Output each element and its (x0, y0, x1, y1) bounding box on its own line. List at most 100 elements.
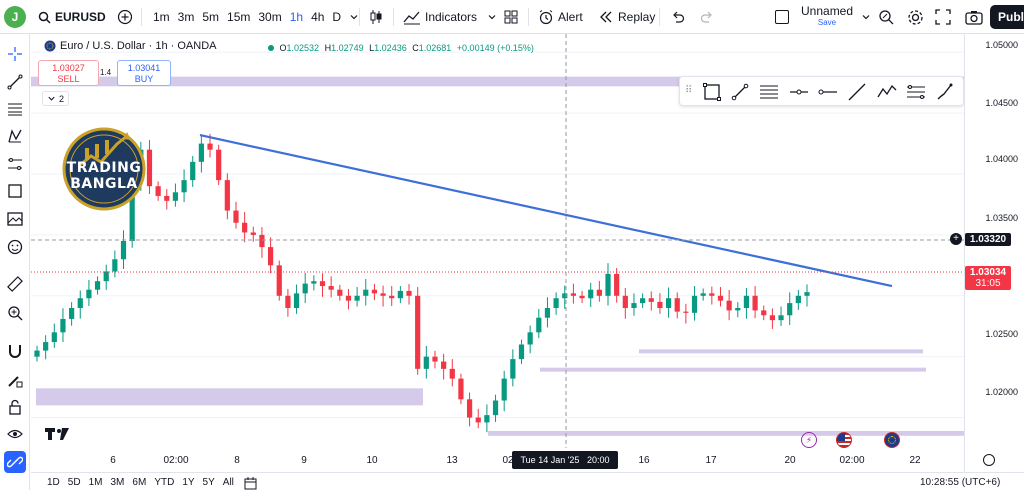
price-zone[interactable] (488, 430, 964, 436)
range-ytd[interactable]: YTD (154, 477, 175, 488)
visibility-tool[interactable] (4, 423, 26, 445)
horizontal-ray-icon[interactable] (789, 82, 809, 102)
layouts-button[interactable] (503, 0, 519, 34)
add-alert-icon[interactable]: + (950, 233, 962, 245)
price-zone[interactable] (540, 367, 926, 372)
fib-tool[interactable] (4, 98, 26, 120)
indicators-button[interactable]: Indicators (403, 0, 497, 34)
range-5d[interactable]: 5D (67, 477, 81, 488)
chevron-down-icon[interactable] (349, 12, 359, 22)
trend-line[interactable] (199, 133, 893, 288)
candle (449, 359, 455, 387)
candle-body (216, 149, 222, 181)
replay-button[interactable]: Replay (598, 0, 655, 34)
path-icon[interactable] (877, 82, 897, 102)
symbol-search[interactable]: EURUSD (38, 0, 106, 34)
clock-timezone[interactable]: 10:28:55 (UTC+6) (920, 477, 1001, 488)
price-zone[interactable] (31, 76, 964, 87)
candle (302, 272, 308, 304)
buy-button[interactable]: 1.03041 BUY (117, 60, 171, 86)
candle-body (570, 293, 577, 296)
brush-icon[interactable] (935, 82, 955, 102)
price-zone[interactable] (36, 388, 423, 406)
range-1d[interactable]: 1D (47, 477, 60, 488)
drag-handle-icon[interactable]: ⠿ (685, 85, 692, 96)
calendar-icon[interactable] (244, 477, 257, 490)
timeframe-4h[interactable]: 4h (311, 10, 325, 24)
candle (475, 408, 481, 429)
range-all[interactable]: All (222, 477, 234, 488)
smiley-icon (7, 239, 23, 255)
timeframe-3m[interactable]: 3m (177, 10, 195, 24)
candle-body (605, 273, 611, 296)
trend-line-tool[interactable] (4, 71, 26, 93)
timeframe-d[interactable]: D (332, 10, 342, 24)
candle-body (769, 315, 775, 321)
pattern-tool[interactable] (4, 125, 26, 147)
fullscreen-button[interactable] (935, 0, 951, 34)
shapes-tool[interactable] (4, 180, 26, 202)
zoom-tool[interactable] (4, 302, 26, 324)
time-axis[interactable]: 6 02:00 8 9 10 13 02 16 17 20 02:00 22 T… (31, 448, 964, 472)
fib-tool-icon[interactable] (759, 82, 779, 102)
alert-button[interactable]: Alert (538, 0, 583, 34)
axis-settings-icon[interactable] (983, 454, 995, 466)
ray-icon[interactable] (847, 82, 867, 102)
candle-body (293, 293, 300, 308)
candle (155, 181, 161, 201)
price-axis[interactable]: 1.05000 1.04500 1.04000 1.03500 1.03000 … (964, 34, 1024, 472)
trend-line-tool-icon[interactable] (730, 82, 750, 102)
undo-button[interactable] (671, 0, 685, 34)
range-1m[interactable]: 1M (88, 477, 103, 488)
quick-search-button[interactable] (878, 0, 895, 34)
timeframe-15m[interactable]: 15m (227, 10, 251, 24)
range-6m[interactable]: 6M (132, 477, 147, 488)
price-zone[interactable] (639, 349, 923, 354)
projection-tool[interactable] (4, 153, 26, 175)
crosshair-tool[interactable] (4, 43, 26, 65)
lock-tool[interactable] (4, 396, 26, 418)
ruler-tool[interactable] (4, 273, 26, 295)
parallel-channel-icon[interactable] (906, 82, 926, 102)
candle-body (717, 295, 724, 301)
publish-button[interactable]: Publ (990, 0, 1024, 34)
fullscreen-icon (935, 9, 951, 25)
user-avatar[interactable]: J (4, 6, 26, 28)
layout-save-button[interactable]: Unnamed Save (775, 0, 871, 34)
candle-body (112, 259, 118, 272)
candle-body (164, 195, 170, 201)
emoji-tool[interactable] (4, 236, 26, 258)
compare-symbol-button[interactable] (117, 0, 133, 34)
eu-flag-event-icon[interactable] (884, 432, 900, 448)
candle (536, 308, 542, 339)
image-tool[interactable] (4, 208, 26, 230)
candle (285, 288, 291, 317)
chart-type-button[interactable] (368, 0, 384, 34)
rectangle-tool-icon[interactable] (702, 82, 722, 102)
candle (518, 339, 525, 364)
range-1y[interactable]: 1Y (182, 477, 195, 488)
chart-pane[interactable]: TRADING BANGLA ⚡ (31, 34, 964, 472)
settings-button[interactable] (907, 0, 924, 34)
range-3m[interactable]: 3M (110, 477, 125, 488)
indicators-toggle[interactable]: 2 (42, 91, 70, 106)
candle (640, 293, 646, 308)
snapshot-button[interactable] (965, 0, 983, 34)
sync-drawings-tool[interactable] (4, 451, 26, 473)
magnet-tool[interactable] (4, 340, 26, 362)
price-chart[interactable] (31, 34, 964, 448)
horizontal-line-icon[interactable] (818, 82, 838, 102)
symbol-title[interactable]: Euro / U.S. Dollar · 1h · OANDA (60, 40, 217, 52)
stay-in-draw-tool[interactable] (4, 369, 26, 391)
candle-body (103, 271, 109, 282)
range-5y[interactable]: 5Y (202, 477, 215, 488)
timeframe-1h[interactable]: 1h (289, 10, 304, 24)
candle (683, 303, 689, 324)
timeframe-5m[interactable]: 5m (202, 10, 220, 24)
us-flag-event-icon[interactable] (836, 432, 852, 448)
redo-button[interactable] (700, 0, 714, 34)
timeframe-1m[interactable]: 1m (153, 10, 170, 24)
flash-event-icon[interactable]: ⚡ (801, 432, 817, 448)
sell-button[interactable]: 1.03027 SELL (38, 60, 99, 86)
timeframe-30m[interactable]: 30m (258, 10, 282, 24)
